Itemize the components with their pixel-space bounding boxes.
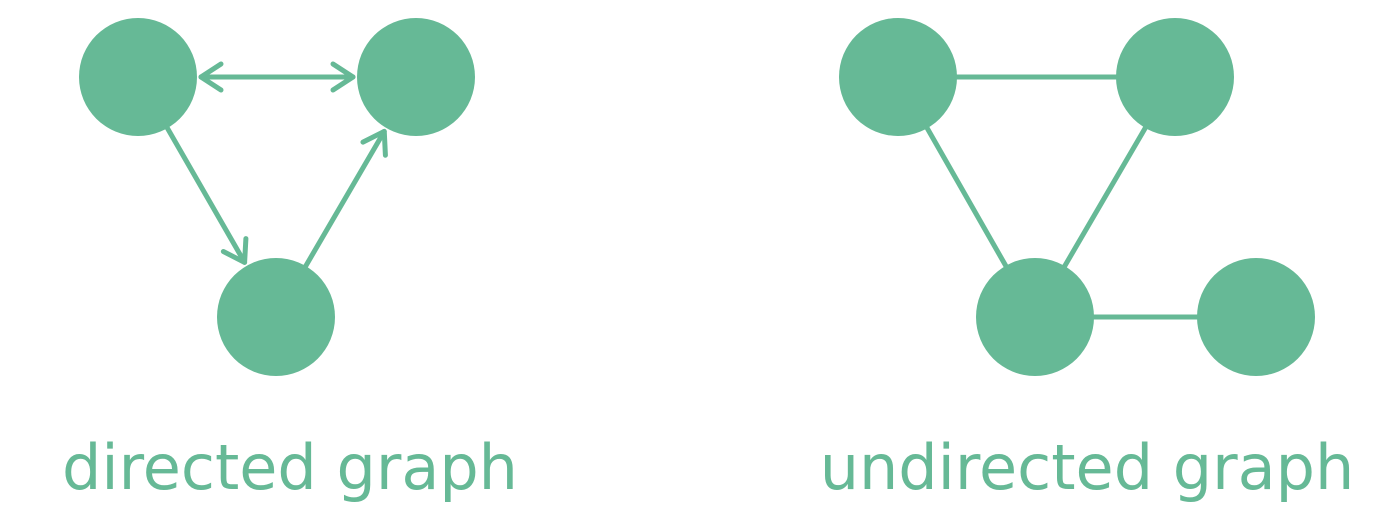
node-undirected-A — [839, 18, 957, 136]
undirected-graph — [839, 18, 1315, 376]
node-directed-C — [217, 258, 335, 376]
node-undirected-D — [1197, 258, 1315, 376]
directed-graph — [79, 18, 475, 376]
directed-graph-label: directed graph — [62, 431, 518, 504]
node-directed-B — [357, 18, 475, 136]
edge-directed-A-B — [198, 61, 356, 93]
edge-directed-C-B — [300, 128, 388, 274]
undirected-graph-label: undirected graph — [819, 431, 1355, 504]
node-undirected-C — [976, 258, 1094, 376]
edge-directed-A-C — [161, 120, 249, 265]
node-undirected-B — [1116, 18, 1234, 136]
node-directed-A — [79, 18, 197, 136]
